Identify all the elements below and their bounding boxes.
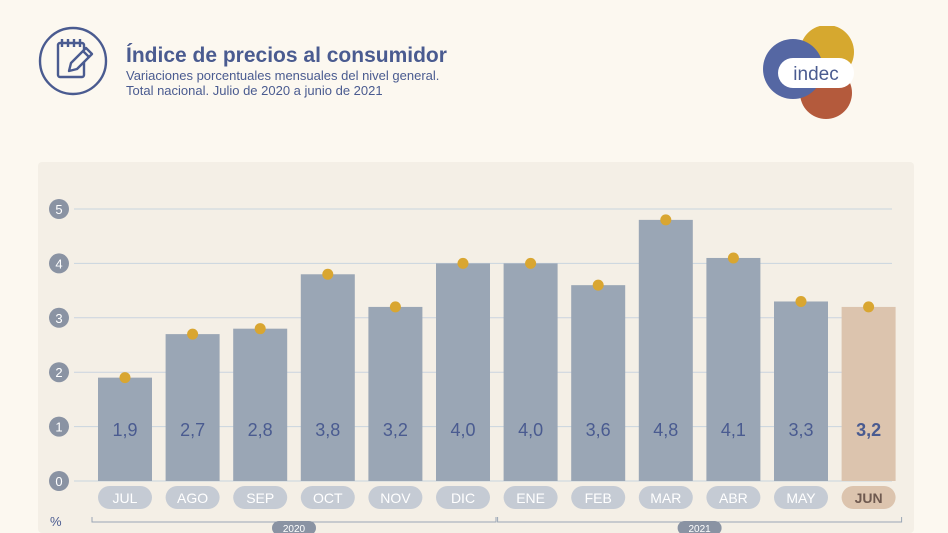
x-tick-label: JUN	[855, 490, 883, 506]
notepad-pencil-icon	[38, 26, 108, 96]
bar	[503, 263, 558, 481]
y-tick-bubble	[49, 471, 69, 491]
subtitle-line-1: Variaciones porcentuales mensuales del n…	[126, 68, 440, 83]
month-pill	[165, 486, 220, 509]
y-tick-bubble	[49, 416, 69, 437]
data-point-marker	[525, 257, 537, 269]
bar-value-label: 3,2	[383, 420, 408, 440]
month-pill	[774, 486, 828, 509]
y-tick-bubble	[49, 307, 69, 328]
month-pill	[300, 486, 355, 509]
month-pill	[233, 486, 288, 509]
bar	[774, 301, 828, 481]
y-tick-label: 0	[55, 474, 62, 489]
bar	[165, 334, 220, 481]
bar	[233, 328, 288, 481]
bar	[841, 306, 896, 481]
bar-value-label: 2,7	[180, 420, 205, 440]
y-tick-label: 5	[55, 202, 62, 217]
x-tick-label: DIC	[451, 490, 475, 506]
x-tick-label: SEP	[246, 490, 274, 506]
y-tick-label: 4	[55, 256, 62, 271]
logo-text: indec	[793, 64, 838, 85]
bar-value-label: 1,9	[112, 420, 137, 440]
bar-value-label: 3,2	[856, 420, 881, 440]
x-tick-label: MAY	[786, 490, 816, 506]
bar	[98, 377, 152, 481]
month-pill	[436, 486, 490, 509]
bar	[571, 285, 626, 481]
data-point-marker	[457, 257, 469, 269]
bar-value-label: 3,6	[586, 420, 611, 440]
month-pill	[368, 486, 423, 509]
data-point-marker	[660, 214, 672, 226]
month-pill	[571, 486, 626, 509]
month-pill	[638, 486, 693, 509]
bar-value-label: 4,8	[653, 420, 678, 440]
data-point-marker	[795, 295, 807, 307]
page-title: Índice de precios al consumidor	[126, 44, 447, 67]
data-point-marker	[187, 328, 199, 340]
x-tick-label: ABR	[719, 490, 748, 506]
x-tick-label: ENE	[516, 490, 545, 506]
data-point-marker	[592, 279, 604, 291]
bar-value-label: 4,1	[721, 420, 746, 440]
month-pill	[503, 486, 558, 509]
x-tick-label: OCT	[313, 490, 343, 506]
year-pill	[272, 521, 316, 533]
month-pill	[706, 486, 761, 509]
y-tick-label: 1	[55, 420, 62, 435]
indec-logo: indec	[763, 26, 854, 119]
bar	[368, 306, 423, 481]
x-tick-label: MAR	[650, 490, 681, 506]
bar-value-label: 2,8	[248, 420, 273, 440]
y-tick-label: 3	[55, 311, 62, 326]
bar	[436, 263, 490, 481]
data-point-marker	[727, 252, 739, 264]
bar-value-label: 3,3	[788, 420, 813, 440]
data-point-marker	[863, 301, 875, 313]
y-tick-label: 2	[55, 365, 62, 380]
year-label: 2021	[688, 524, 711, 533]
page-subtitle: Variaciones porcentuales mensuales del n…	[126, 68, 439, 98]
subtitle-line-2: Total nacional. Julio de 2020 a junio de…	[126, 83, 383, 98]
data-point-marker	[254, 323, 266, 335]
bar-value-label: 4,0	[518, 420, 543, 440]
bar	[706, 257, 761, 481]
y-tick-bubble	[49, 199, 69, 219]
data-point-marker	[389, 301, 401, 313]
bar-value-label: 3,8	[315, 420, 340, 440]
bar	[300, 274, 355, 481]
year-label: 2020	[283, 524, 306, 533]
month-pill	[841, 486, 896, 509]
x-tick-label: FEB	[585, 490, 612, 506]
bar	[638, 219, 693, 481]
x-tick-label: AGO	[177, 490, 208, 506]
data-point-marker	[119, 372, 131, 384]
y-tick-bubble	[49, 253, 69, 274]
y-axis-unit-label: %	[50, 514, 62, 529]
bar-value-label: 4,0	[450, 420, 475, 440]
x-tick-label: NOV	[380, 490, 411, 506]
year-pill	[677, 521, 722, 533]
data-point-marker	[322, 268, 334, 280]
x-tick-label: JUL	[113, 490, 138, 506]
month-pill	[98, 486, 152, 509]
y-tick-bubble	[49, 362, 69, 383]
